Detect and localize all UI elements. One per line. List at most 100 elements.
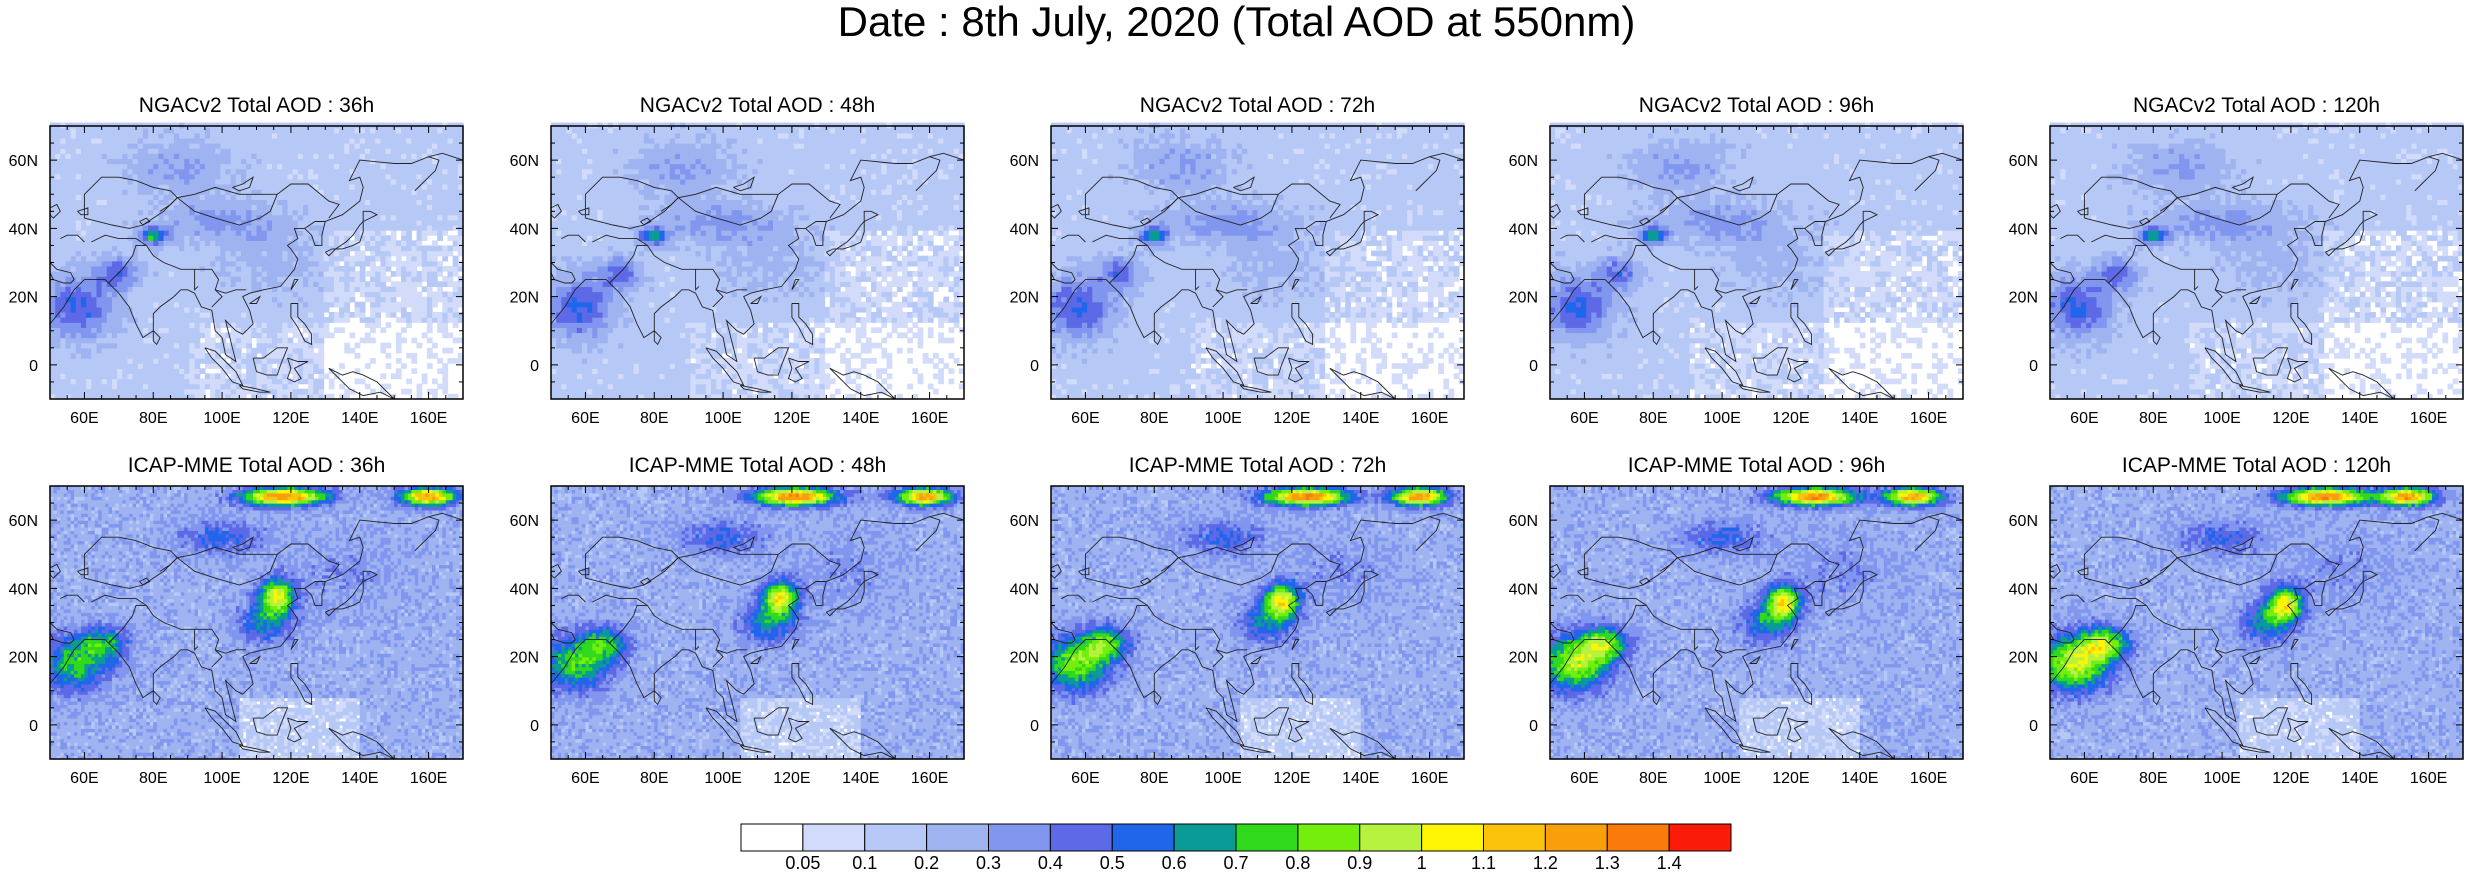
colorbar-swatch <box>865 824 927 851</box>
lat-tick-label: 40N <box>9 221 38 238</box>
lat-tick-label: 20N <box>1509 290 1538 307</box>
colorbar-label: 0.2 <box>897 853 957 873</box>
lon-tick-label: 140E <box>1841 770 1878 787</box>
lon-tick-label: 80E <box>2139 410 2167 427</box>
lon-tick-label: 100E <box>704 410 741 427</box>
lon-tick-label: 140E <box>842 770 879 787</box>
aod-field <box>50 486 464 760</box>
colorbar-swatch <box>1174 824 1236 851</box>
lon-tick-label: 120E <box>2272 410 2309 427</box>
lat-tick-label: 60N <box>2009 513 2038 530</box>
lat-tick-label: 20N <box>2009 290 2038 307</box>
lon-tick-label: 100E <box>1204 770 1241 787</box>
lat-tick-label: 20N <box>510 650 539 667</box>
lon-tick-label: 140E <box>1841 410 1878 427</box>
lat-tick-label: 60N <box>1010 153 1039 170</box>
colorbar-label: 0.4 <box>1020 853 1080 873</box>
lat-tick-label: 60N <box>1010 513 1039 530</box>
lon-tick-label: 120E <box>1273 410 1310 427</box>
colorbar-swatch <box>1607 824 1669 851</box>
colorbar-label: 0.6 <box>1144 853 1204 873</box>
aod-field <box>1550 486 1964 760</box>
colorbar-swatch <box>803 824 865 851</box>
lat-tick-label: 20N <box>1509 650 1538 667</box>
lon-tick-label: 120E <box>2272 770 2309 787</box>
lon-tick-label: 80E <box>2139 770 2167 787</box>
lat-tick-label: 60N <box>9 513 38 530</box>
lon-tick-label: 60E <box>571 410 599 427</box>
lat-tick-label: 20N <box>1010 290 1039 307</box>
lon-tick-label: 60E <box>2070 770 2098 787</box>
lon-tick-label: 80E <box>1639 770 1667 787</box>
panel-title: NGACv2 Total AOD : 96h <box>1550 94 1963 118</box>
lon-tick-label: 160E <box>1411 410 1448 427</box>
lat-tick-label: 0 <box>2029 358 2038 375</box>
lon-tick-label: 160E <box>911 410 948 427</box>
panel-title: ICAP-MME Total AOD : 48h <box>551 454 964 478</box>
lon-tick-label: 160E <box>1910 410 1947 427</box>
lon-tick-label: 160E <box>2410 410 2447 427</box>
panel-title: NGACv2 Total AOD : 48h <box>551 94 964 118</box>
lon-tick-label: 80E <box>640 770 668 787</box>
lon-tick-label: 80E <box>1140 410 1168 427</box>
lon-tick-label: 140E <box>842 410 879 427</box>
lon-tick-label: 100E <box>1204 410 1241 427</box>
colorbar-boxes <box>740 823 1732 852</box>
lat-tick-label: 60N <box>2009 153 2038 170</box>
lat-tick-label: 40N <box>510 221 539 238</box>
lon-tick-label: 120E <box>1772 410 1809 427</box>
lon-tick-label: 120E <box>1273 770 1310 787</box>
lon-tick-label: 60E <box>1071 770 1099 787</box>
lon-tick-label: 100E <box>704 770 741 787</box>
lat-tick-label: 0 <box>530 718 539 735</box>
panel-title: ICAP-MME Total AOD : 36h <box>50 454 463 478</box>
lon-tick-label: 140E <box>2341 410 2378 427</box>
lat-tick-label: 40N <box>1509 581 1538 598</box>
lon-tick-label: 80E <box>139 410 167 427</box>
colorbar-swatch <box>1422 824 1484 851</box>
lon-tick-label: 60E <box>1570 770 1598 787</box>
lon-tick-label: 160E <box>1910 770 1947 787</box>
panel-title: ICAP-MME Total AOD : 120h <box>2050 454 2463 478</box>
lat-tick-label: 0 <box>1529 718 1538 735</box>
lon-tick-label: 100E <box>203 410 240 427</box>
colorbar-label: 1 <box>1392 853 1452 873</box>
colorbar-label: 0.9 <box>1330 853 1390 873</box>
lat-tick-label: 40N <box>1010 581 1039 598</box>
lon-tick-label: 120E <box>773 410 810 427</box>
lat-tick-label: 0 <box>2029 718 2038 735</box>
lon-tick-label: 60E <box>70 410 98 427</box>
colorbar-label: 0.5 <box>1082 853 1142 873</box>
panel-title: NGACv2 Total AOD : 36h <box>50 94 463 118</box>
lat-tick-label: 20N <box>2009 650 2038 667</box>
lat-tick-label: 0 <box>29 718 38 735</box>
lon-tick-label: 60E <box>1071 410 1099 427</box>
lat-tick-label: 60N <box>9 153 38 170</box>
colorbar-label: 0.8 <box>1268 853 1328 873</box>
lon-tick-label: 160E <box>2410 770 2447 787</box>
lon-tick-label: 80E <box>640 410 668 427</box>
colorbar-swatch <box>1484 824 1546 851</box>
lat-tick-label: 20N <box>9 290 38 307</box>
lat-tick-label: 0 <box>29 358 38 375</box>
lon-tick-label: 100E <box>1703 410 1740 427</box>
lat-tick-label: 60N <box>1509 153 1538 170</box>
figure-title: Date : 8th July, 2020 (Total AOD at 550n… <box>0 0 2473 50</box>
lon-tick-label: 80E <box>1140 770 1168 787</box>
aod-field <box>1051 486 1465 760</box>
colorbar-swatch <box>1236 824 1298 851</box>
lon-tick-label: 100E <box>2203 410 2240 427</box>
lon-tick-label: 160E <box>911 770 948 787</box>
lon-tick-label: 140E <box>2341 770 2378 787</box>
lon-tick-label: 140E <box>341 770 378 787</box>
lon-tick-label: 100E <box>1703 770 1740 787</box>
lat-tick-label: 0 <box>1030 358 1039 375</box>
lon-tick-label: 60E <box>70 770 98 787</box>
colorbar-label: 0.3 <box>959 853 1019 873</box>
lon-tick-label: 120E <box>773 770 810 787</box>
